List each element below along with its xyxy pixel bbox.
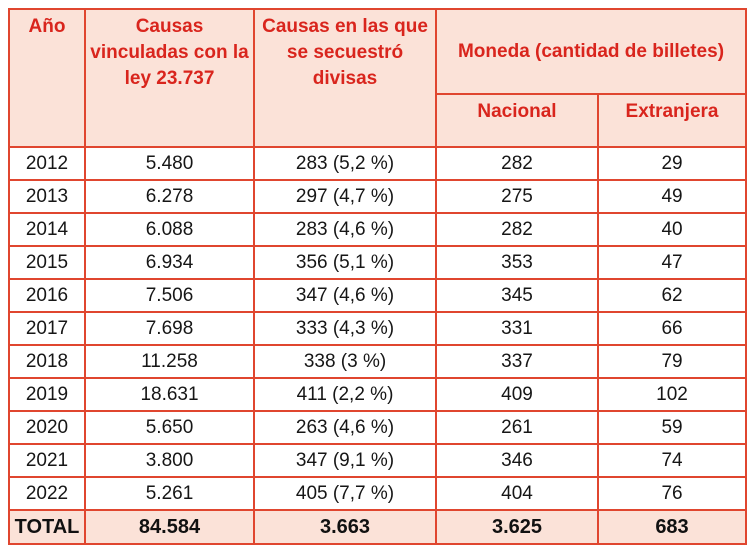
total-causes-law: 84.584 <box>84 509 255 545</box>
cell-causes-seized: 338 (3 %) <box>253 344 437 379</box>
column-header-currency-group: Moneda (cantidad de billetes) <box>434 8 748 95</box>
cell-foreign: 49 <box>596 179 748 214</box>
statistics-table-container: Año Causas vinculadas con la ley 23.737 … <box>8 8 748 545</box>
cell-causes-law: 7.506 <box>84 278 255 313</box>
cell-foreign: 74 <box>596 443 748 478</box>
cell-causes-seized: 283 (4,6 %) <box>253 212 437 247</box>
cell-year: 2019 <box>8 377 86 412</box>
cell-causes-seized: 347 (4,6 %) <box>253 278 437 313</box>
cell-year: 2018 <box>8 344 86 379</box>
column-header-national: Nacional <box>435 93 599 148</box>
table-row-2018: 2018 11.258 338 (3 %) 337 79 <box>8 344 748 379</box>
cell-year: 2014 <box>8 212 86 247</box>
cell-foreign: 76 <box>596 476 748 511</box>
cell-causes-law: 5.650 <box>84 410 255 445</box>
cell-causes-law: 5.480 <box>84 146 255 181</box>
cell-causes-seized: 263 (4,6 %) <box>253 410 437 445</box>
table-row-2016: 2016 7.506 347 (4,6 %) 345 62 <box>8 278 748 313</box>
cell-national: 282 <box>435 212 599 247</box>
cell-causes-law: 7.698 <box>84 311 255 346</box>
column-header-causes-seized: Causas en las que se secuestró divisas <box>253 8 437 148</box>
cell-causes-seized: 333 (4,3 %) <box>253 311 437 346</box>
cell-year: 2015 <box>8 245 86 280</box>
cell-foreign: 47 <box>596 245 748 280</box>
cell-year: 2012 <box>8 146 86 181</box>
cell-national: 353 <box>435 245 599 280</box>
cell-foreign: 40 <box>596 212 748 247</box>
table-row-2015: 2015 6.934 356 (5,1 %) 353 47 <box>8 245 748 280</box>
table-row-2022: 2022 5.261 405 (7,7 %) 404 76 <box>8 476 748 511</box>
cell-national: 282 <box>435 146 599 181</box>
column-header-causes-law: Causas vinculadas con la ley 23.737 <box>84 8 255 148</box>
cell-foreign: 29 <box>596 146 748 181</box>
table-row-total: TOTAL 84.584 3.663 3.625 683 <box>8 509 748 545</box>
table-row-2013: 2013 6.278 297 (4,7 %) 275 49 <box>8 179 748 214</box>
cell-causes-law: 5.261 <box>84 476 255 511</box>
table-row-2019: 2019 18.631 411 (2,2 %) 409 102 <box>8 377 748 412</box>
cell-foreign: 79 <box>596 344 748 379</box>
cell-foreign: 102 <box>596 377 748 412</box>
cell-causes-law: 18.631 <box>84 377 255 412</box>
cell-causes-law: 6.934 <box>84 245 255 280</box>
total-national: 3.625 <box>435 509 599 545</box>
cell-year: 2020 <box>8 410 86 445</box>
cell-causes-seized: 356 (5,1 %) <box>253 245 437 280</box>
cell-causes-law: 3.800 <box>84 443 255 478</box>
total-causes-seized: 3.663 <box>253 509 437 545</box>
cell-national: 261 <box>435 410 599 445</box>
cell-national: 345 <box>435 278 599 313</box>
cell-foreign: 66 <box>596 311 748 346</box>
table-row-2021: 2021 3.800 347 (9,1 %) 346 74 <box>8 443 748 478</box>
drug-law-statistics-table: Año Causas vinculadas con la ley 23.737 … <box>8 8 748 545</box>
cell-year: 2017 <box>8 311 86 346</box>
cell-national: 331 <box>435 311 599 346</box>
cell-causes-seized: 347 (9,1 %) <box>253 443 437 478</box>
header-row-sub: Nacional Extranjera <box>9 93 748 148</box>
cell-causes-seized: 283 (5,2 %) <box>253 146 437 181</box>
cell-foreign: 59 <box>596 410 748 445</box>
table-row-2020: 2020 5.650 263 (4,6 %) 261 59 <box>8 410 748 445</box>
cell-causes-seized: 405 (7,7 %) <box>253 476 437 511</box>
table-row-2012: 2012 5.480 283 (5,2 %) 282 29 <box>8 146 748 181</box>
cell-year: 2022 <box>8 476 86 511</box>
cell-causes-seized: 297 (4,7 %) <box>253 179 437 214</box>
column-header-foreign: Extranjera <box>596 93 748 148</box>
total-label: TOTAL <box>8 509 86 545</box>
cell-national: 404 <box>435 476 599 511</box>
cell-year: 2021 <box>8 443 86 478</box>
table-row-2014: 2014 6.088 283 (4,6 %) 282 40 <box>8 212 748 247</box>
cell-causes-law: 6.278 <box>84 179 255 214</box>
cell-national: 346 <box>435 443 599 478</box>
cell-causes-law: 6.088 <box>84 212 255 247</box>
cell-national: 409 <box>435 377 599 412</box>
cell-national: 275 <box>435 179 599 214</box>
cell-national: 337 <box>435 344 599 379</box>
column-header-year: Año <box>8 8 86 148</box>
cell-year: 2013 <box>8 179 86 214</box>
header-row-main: Año Causas vinculadas con la ley 23.737 … <box>8 8 748 148</box>
cell-causes-seized: 411 (2,2 %) <box>253 377 437 412</box>
cell-causes-law: 11.258 <box>84 344 255 379</box>
cell-foreign: 62 <box>596 278 748 313</box>
total-foreign: 683 <box>596 509 748 545</box>
table-row-2017: 2017 7.698 333 (4,3 %) 331 66 <box>8 311 748 346</box>
cell-year: 2016 <box>8 278 86 313</box>
